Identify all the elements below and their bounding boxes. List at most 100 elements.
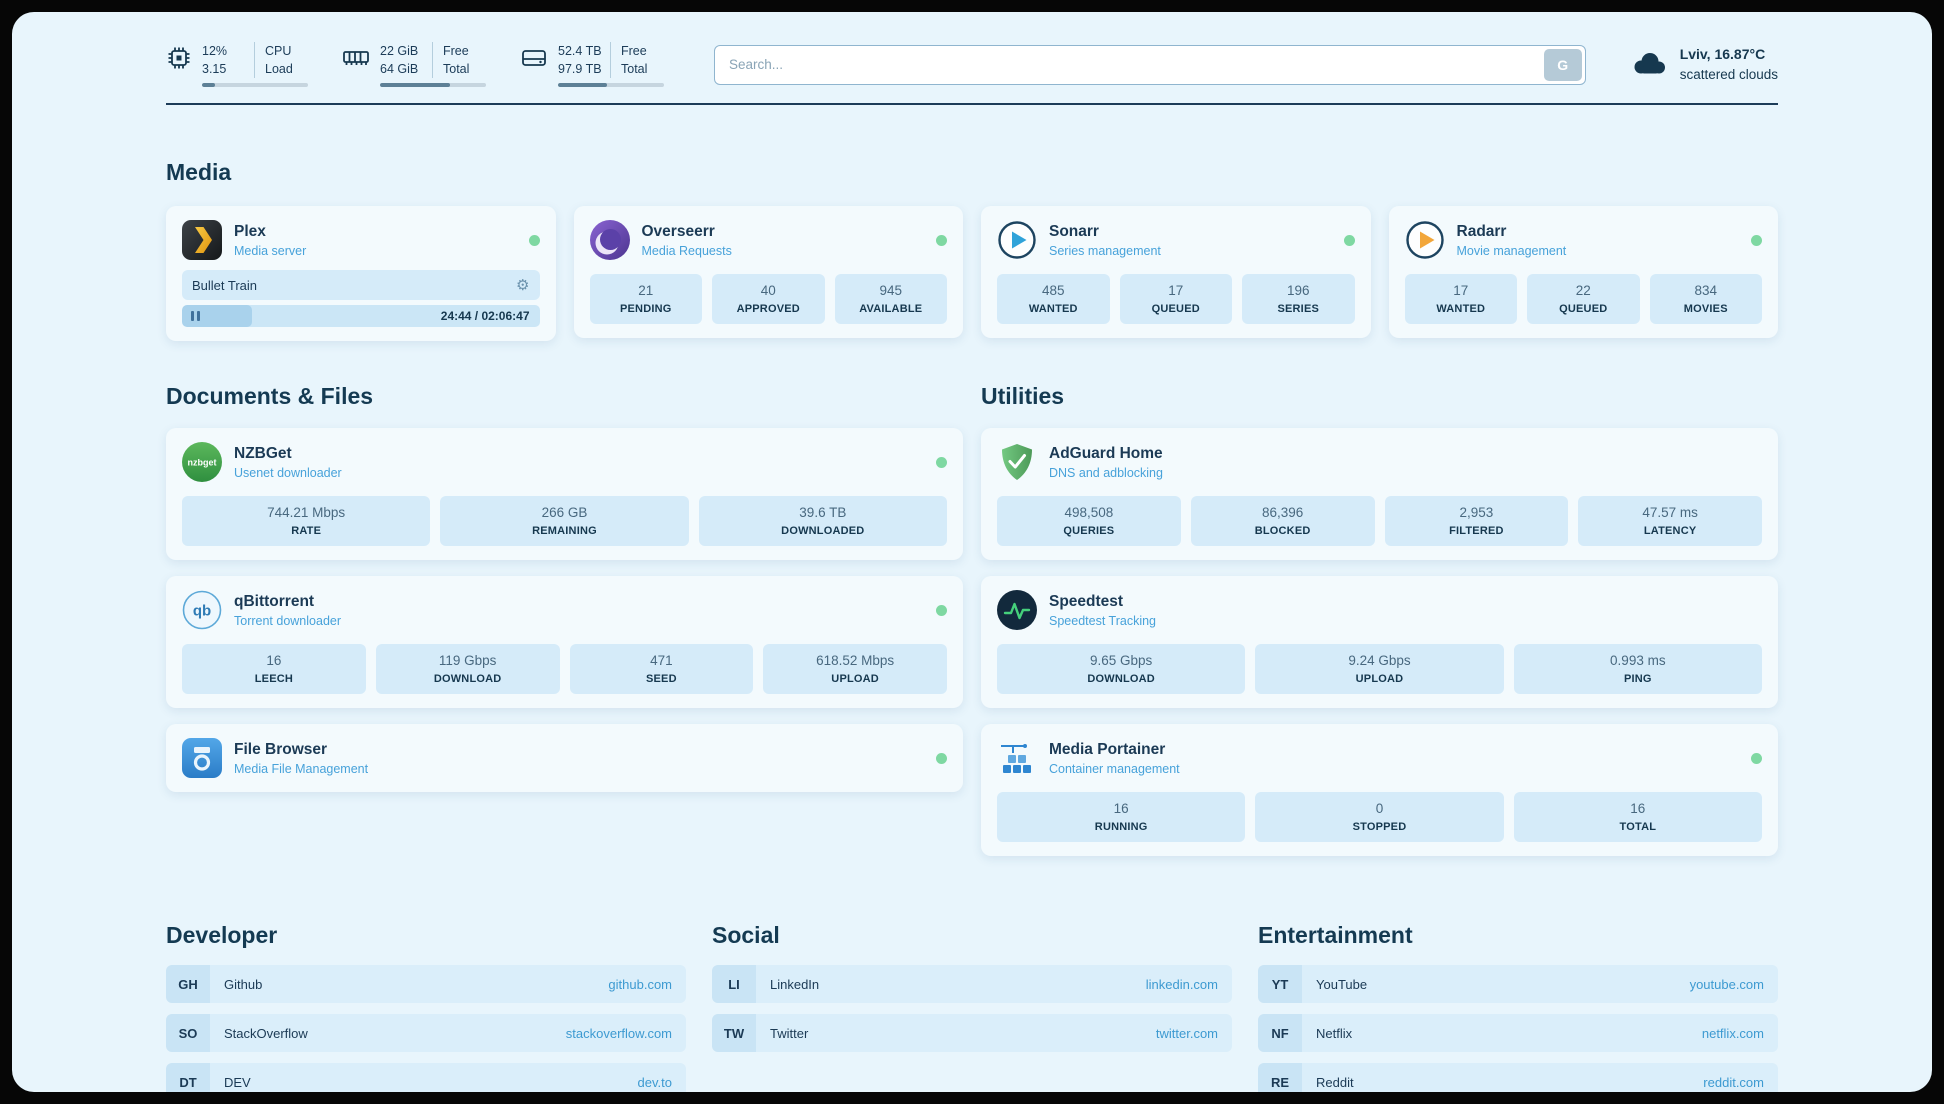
link-row-dev[interactable]: DT DEV dev.to	[166, 1063, 686, 1092]
stat-queued: 22 QUEUED	[1527, 274, 1640, 325]
plex-card[interactable]: Plex Media server Bullet Train ⚙ 24:44 /…	[166, 206, 556, 342]
link-body: Twitter twitter.com	[756, 1014, 1232, 1053]
now-playing-title: Bullet Train	[192, 277, 258, 293]
service-subtitle: Torrent downloader	[234, 613, 342, 628]
now-playing-title-row: Bullet Train ⚙	[182, 270, 540, 301]
link-body: Github github.com	[210, 965, 686, 1004]
link-url[interactable]: reddit.com	[1703, 1074, 1764, 1090]
disk-total-label: Total	[610, 60, 664, 79]
service-name: Speedtest	[1049, 592, 1124, 610]
ram-total-row: 64 GiB Total	[380, 60, 486, 79]
service-name: AdGuard Home	[1049, 444, 1163, 462]
documents-column: Documents & Files nzbget NZBGet	[166, 383, 963, 808]
qbittorrent-card[interactable]: qb qBittorrent Torrent downloader 16 LEE…	[166, 576, 963, 709]
service-subtitle: Speedtest Tracking	[1049, 613, 1157, 628]
stat-label: BLOCKED	[1254, 525, 1311, 538]
link-url[interactable]: stackoverflow.com	[565, 1025, 672, 1041]
disk-readout: 52.4 TB Free 97.9 TB Total	[558, 42, 664, 88]
link-badge: SO	[166, 1014, 210, 1053]
stat-label: APPROVED	[736, 303, 800, 316]
svg-text:qb: qb	[193, 603, 211, 620]
plex-icon	[182, 220, 222, 261]
radarr-icon	[1405, 220, 1445, 260]
service-name: Media Portainer	[1049, 740, 1166, 758]
stat-series: 196 SERIES	[1242, 274, 1355, 325]
link-row-linkedin[interactable]: LI LinkedIn linkedin.com	[712, 965, 1232, 1004]
ram-free-label: Free	[432, 42, 486, 61]
cpu-load-row: 3.15 Load	[202, 60, 308, 79]
stat-seed: 471 SEED	[569, 644, 754, 695]
utilities-section-title: Utilities	[981, 383, 1065, 410]
pause-icon[interactable]	[191, 311, 200, 322]
weather-text: Lviv, 16.87°C scattered clouds	[1680, 44, 1778, 85]
link-badge: LI	[712, 965, 756, 1004]
speedtest-icon	[997, 590, 1037, 631]
stat-blocked: 86,396 BLOCKED	[1190, 496, 1375, 547]
stat-label: LEECH	[254, 673, 294, 686]
link-badge: NF	[1258, 1014, 1302, 1053]
adguard-card[interactable]: AdGuard Home DNS and adblocking 498,508 …	[981, 428, 1778, 561]
stat-label: MOVIES	[1683, 303, 1728, 316]
link-url[interactable]: twitter.com	[1155, 1025, 1218, 1041]
link-name: Twitter	[770, 1025, 809, 1041]
link-body: Netflix netflix.com	[1302, 1014, 1778, 1053]
link-url[interactable]: github.com	[608, 976, 672, 992]
stat-available: 945 AVAILABLE	[834, 274, 947, 325]
stat-value: 9.24 Gbps	[1348, 653, 1411, 669]
overseerr-card[interactable]: Overseerr Media Requests 21 PENDING 40 A…	[573, 206, 963, 339]
developer-links: Developer GH Github github.com SO StackO…	[166, 922, 686, 1092]
radarr-card[interactable]: Radarr Movie management 17 WANTED 22 QUE…	[1388, 206, 1778, 339]
link-row-reddit[interactable]: RE Reddit reddit.com	[1258, 1063, 1778, 1092]
cpu-usage-bar	[202, 83, 308, 88]
weather-widget: Lviv, 16.87°C scattered clouds	[1630, 44, 1778, 85]
stat-label: REMAINING	[532, 525, 597, 538]
cpu-usage-row: 12% CPU	[202, 42, 308, 61]
link-row-twitter[interactable]: TW Twitter twitter.com	[712, 1014, 1232, 1053]
stat-value: 0.993 ms	[1610, 653, 1666, 669]
stat-pending: 21 PENDING	[589, 274, 702, 325]
stat-value: 16	[266, 653, 282, 669]
link-name: StackOverflow	[224, 1025, 308, 1041]
stat-label: UPLOAD	[1355, 673, 1404, 686]
stat-label: TOTAL	[1619, 821, 1657, 834]
link-url[interactable]: dev.to	[637, 1074, 672, 1090]
link-url[interactable]: linkedin.com	[1145, 976, 1218, 992]
stat-label: RUNNING	[1094, 821, 1148, 834]
portainer-card[interactable]: Media Portainer Container management 16 …	[981, 724, 1778, 857]
portainer-stats: 16 RUNNING 0 STOPPED 16 TOTAL	[997, 792, 1762, 843]
speedtest-card[interactable]: Speedtest Speedtest Tracking 9.65 Gbps D…	[981, 576, 1778, 709]
stat-total: 16 TOTAL	[1513, 792, 1762, 843]
playback-progress-bar[interactable]: 24:44 / 02:06:47	[182, 305, 540, 328]
stat-value: 119 Gbps	[438, 653, 497, 669]
nzbget-card[interactable]: nzbget NZBGet Usenet downloader 744.21 M…	[166, 428, 963, 561]
stat-value: 0	[1375, 801, 1384, 817]
links-grid: Developer GH Github github.com SO StackO…	[166, 922, 1778, 1092]
gear-icon[interactable]: ⚙	[516, 276, 530, 294]
search-input[interactable]	[714, 44, 1586, 85]
stat-value: 16	[1113, 801, 1129, 817]
link-url[interactable]: netflix.com	[1701, 1025, 1764, 1041]
speedtest-stats: 9.65 Gbps DOWNLOAD 9.24 Gbps UPLOAD 0.99…	[997, 644, 1762, 695]
stat-value: 40	[760, 283, 776, 299]
google-search-button[interactable]: G	[1543, 48, 1582, 81]
link-row-youtube[interactable]: YT YouTube youtube.com	[1258, 965, 1778, 1004]
sonarr-card[interactable]: Sonarr Series management 485 WANTED 17 Q…	[981, 206, 1371, 339]
link-name: Netflix	[1316, 1025, 1353, 1041]
stat-label: STOPPED	[1352, 821, 1407, 834]
cpu-load-value: 3.15	[202, 62, 227, 77]
disk-icon	[520, 45, 548, 87]
link-row-github[interactable]: GH Github github.com	[166, 965, 686, 1004]
link-row-netflix[interactable]: NF Netflix netflix.com	[1258, 1014, 1778, 1053]
plex-names: Plex Media server	[234, 223, 517, 258]
developer-section-title: Developer	[166, 922, 278, 949]
service-subtitle: Movie management	[1456, 243, 1567, 258]
overseerr-icon	[589, 220, 630, 261]
link-badge: TW	[712, 1014, 756, 1053]
stat-label: LATENCY	[1643, 525, 1697, 538]
service-subtitle: Media Requests	[641, 243, 732, 258]
filebrowser-card[interactable]: File Browser Media File Management	[166, 724, 963, 793]
stat-value: 485	[1041, 283, 1065, 299]
ram-free-row: 22 GiB Free	[380, 42, 486, 61]
link-row-stackoverflow[interactable]: SO StackOverflow stackoverflow.com	[166, 1014, 686, 1053]
link-url[interactable]: youtube.com	[1689, 976, 1764, 992]
